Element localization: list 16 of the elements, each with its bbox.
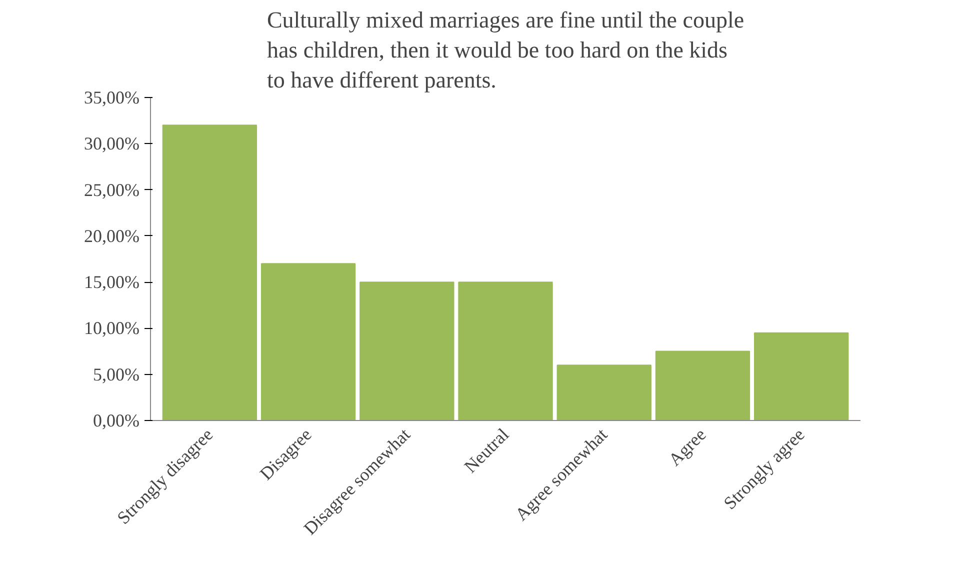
- y-tick-label: 10,00%: [84, 318, 140, 338]
- bar: [655, 350, 750, 420]
- y-tick-label: 0,00%: [93, 410, 140, 430]
- chart-title: Culturally mixed marriages are fine until the couple has children, then it would be too hard on the kids to have different parents.: [266, 8, 744, 92]
- y-tick-label: 35,00%: [84, 88, 140, 108]
- bar: [260, 263, 356, 420]
- y-tick-label: 30,00%: [84, 134, 140, 154]
- y-tick-label: 25,00%: [84, 180, 140, 200]
- bar: [458, 282, 553, 420]
- bar: [360, 282, 454, 420]
- y-tick-label: 15,00%: [84, 272, 140, 292]
- y-tick-label: 20,00%: [84, 226, 140, 246]
- bar: [556, 364, 652, 420]
- y-tick-label: 5,00%: [93, 364, 140, 384]
- bar: [754, 332, 849, 420]
- bar: [162, 124, 258, 420]
